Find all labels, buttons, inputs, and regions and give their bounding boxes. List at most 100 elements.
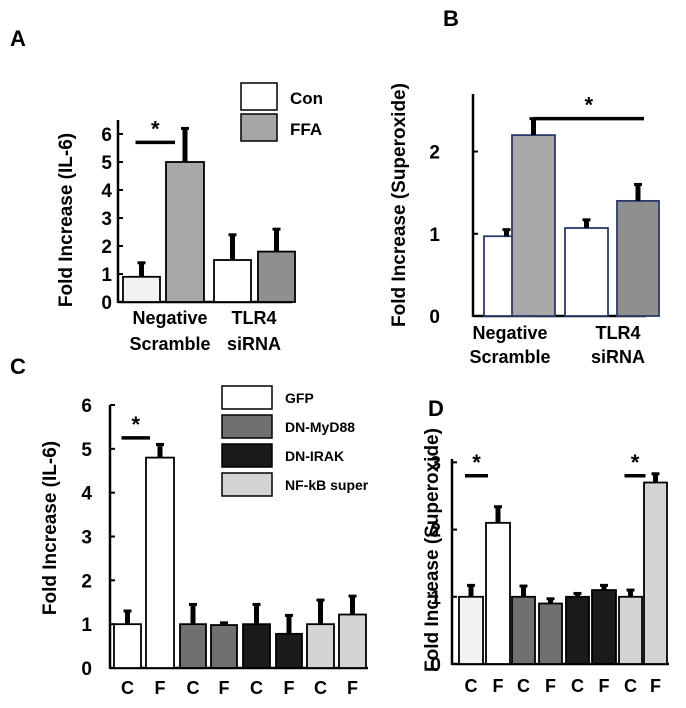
legend-swatch xyxy=(221,472,273,497)
y-tick-label: 2 xyxy=(101,237,112,258)
y-tick-label: 6 xyxy=(101,125,112,146)
legend-label: GFP xyxy=(285,390,314,406)
legend: GFP DN-MyD88 DN-IRAK NF-kB super xyxy=(221,385,369,497)
legend-label: Con xyxy=(290,89,323,108)
bar xyxy=(242,623,271,669)
y-axis-label: Fold Increase (IL-6) xyxy=(40,441,61,615)
x-tick-label: C xyxy=(314,678,327,698)
bar xyxy=(564,227,609,317)
legend-label: DN-MyD88 xyxy=(285,419,355,435)
y-tick-label: 1 xyxy=(429,225,440,246)
group-label: Scramble xyxy=(129,334,210,354)
legend-swatch xyxy=(240,82,278,111)
legend-label: FFA xyxy=(290,120,322,139)
x-tick-label: F xyxy=(650,676,661,696)
significance-star: * xyxy=(631,450,640,475)
y-tick-label: 3 xyxy=(81,528,92,549)
legend-label: NF-kB super xyxy=(285,477,369,493)
panel-b: B Fold Increase (Superoxide) 0 1 2 * Negative S… xyxy=(389,6,660,367)
x-tick-label: C xyxy=(250,678,263,698)
significance-star: * xyxy=(131,412,140,437)
bar xyxy=(210,624,238,669)
panel-letter: A xyxy=(10,26,26,51)
y-tick-label: 4 xyxy=(101,181,112,202)
y-tick-label: 1 xyxy=(81,615,92,636)
significance-star: * xyxy=(151,116,160,141)
x-tick-label: F xyxy=(545,676,556,696)
legend-swatch xyxy=(221,414,273,439)
x-tick-label: F xyxy=(155,678,166,698)
x-tick-label: F xyxy=(347,678,358,698)
y-tick-label: 0 xyxy=(430,655,441,676)
x-tick-label: F xyxy=(219,678,230,698)
y-axis-label: Fold Increase (IL-6) xyxy=(56,133,77,307)
x-tick-label: F xyxy=(493,676,504,696)
bar xyxy=(165,161,205,303)
y-tick-label: 2 xyxy=(81,571,92,592)
legend-swatch xyxy=(240,113,278,142)
bar xyxy=(511,595,536,665)
y-tick-label: 6 xyxy=(81,396,92,417)
y-tick-label: 3 xyxy=(101,209,112,230)
bar xyxy=(122,275,161,303)
legend-swatch xyxy=(221,443,273,468)
group-label: Negative xyxy=(472,323,547,343)
y-tick-label: 0 xyxy=(81,659,92,680)
y-tick-label: 4 xyxy=(81,484,92,505)
bar xyxy=(179,623,207,669)
legend-label: DN-IRAK xyxy=(285,448,344,464)
y-tick-label: 2 xyxy=(430,521,441,542)
legend-swatch xyxy=(221,385,273,410)
bar xyxy=(618,595,643,665)
x-tick-label: C xyxy=(517,676,530,696)
y-tick-label: 0 xyxy=(101,293,112,314)
y-tick-label: 1 xyxy=(101,265,112,286)
group-label: TLR4 xyxy=(232,308,277,328)
group-label: siRNA xyxy=(227,334,281,354)
group-label: siRNA xyxy=(591,347,645,367)
group-label: Negative xyxy=(132,308,207,328)
panel-letter: C xyxy=(10,354,26,379)
bar xyxy=(306,623,335,669)
y-tick-label: 0 xyxy=(429,307,440,328)
y-tick-label: 5 xyxy=(81,440,92,461)
bar xyxy=(591,589,617,665)
x-tick-label: C xyxy=(187,678,200,698)
significance-star: * xyxy=(472,450,481,475)
bar xyxy=(538,602,563,665)
x-tick-label: C xyxy=(465,676,478,696)
bar xyxy=(213,259,252,303)
bar xyxy=(616,199,660,317)
y-axis-label: Fold Increase (Superoxide) xyxy=(389,83,410,327)
group-label: TLR4 xyxy=(596,323,641,343)
x-tick-label: C xyxy=(624,676,637,696)
bar xyxy=(275,632,303,669)
y-tick-label: 2 xyxy=(429,143,440,164)
y-tick-label: 3 xyxy=(430,453,441,474)
bar xyxy=(511,134,556,317)
panel-a: A Fold Increase (IL-6) 0 1 2 3 4 5 6 * Negative Scr… xyxy=(10,26,323,354)
bar xyxy=(485,521,511,665)
panel-letter: B xyxy=(443,6,459,31)
y-tick-label: 5 xyxy=(101,153,112,174)
x-tick-label: C xyxy=(121,678,134,698)
y-axis-label: Fold Increase (Superoxide) xyxy=(422,428,443,672)
bar xyxy=(338,613,367,669)
bar xyxy=(113,623,142,669)
panel-letter: D xyxy=(428,396,444,421)
significance-star: * xyxy=(584,93,593,118)
bar xyxy=(565,595,590,665)
legend: Con FFA xyxy=(240,82,323,142)
y-tick-label: 1 xyxy=(430,588,441,609)
bar xyxy=(145,456,175,669)
bar xyxy=(458,595,484,665)
x-tick-label: F xyxy=(599,676,610,696)
bar xyxy=(643,481,668,665)
group-label: Scramble xyxy=(469,347,550,367)
x-tick-label: C xyxy=(571,676,584,696)
bar xyxy=(257,250,296,303)
x-tick-label: F xyxy=(284,678,295,698)
